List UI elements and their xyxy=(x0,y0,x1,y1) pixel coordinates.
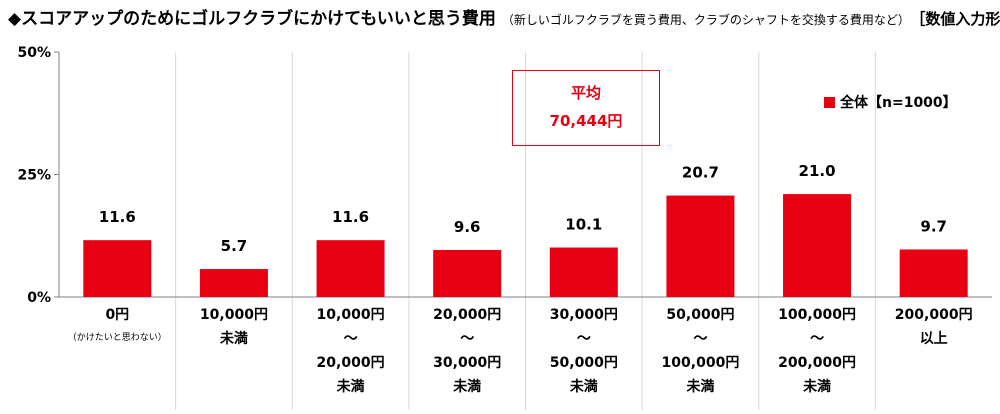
data-label: 20.7 xyxy=(682,164,719,182)
category-label: 以上 xyxy=(920,331,948,347)
chart-subtitle: （新しいゴルフクラブを買う費用、クラブのシャフトを交換する費用など） xyxy=(501,13,910,27)
category-label: 30,000円 xyxy=(550,307,618,323)
data-label: 9.7 xyxy=(920,217,947,235)
category-note: （かけたいと思わない） xyxy=(68,332,167,343)
category-label: 未満 xyxy=(337,378,365,395)
average-value: 70,444円 xyxy=(549,112,623,130)
chart-title: ◆スコアアップのためにゴルフクラブにかけてもいいと思う費用 （新しいゴルフクラブを… xyxy=(8,8,1000,31)
bar xyxy=(666,195,735,297)
data-label: 11.6 xyxy=(99,208,136,226)
average-label: 平均 xyxy=(570,84,601,102)
bar xyxy=(316,240,385,297)
category-label: ～ xyxy=(693,331,707,347)
input-format-label: ［数値入力形式］ xyxy=(917,10,1000,28)
category-label: 50,000円 xyxy=(550,355,618,371)
category-label: ～ xyxy=(460,331,474,347)
category-label: 20,000円 xyxy=(317,355,385,371)
data-label: 9.6 xyxy=(454,218,481,236)
data-label: 10.1 xyxy=(565,216,602,234)
chart-title-main: ◆スコアアップのためにゴルフクラブにかけてもいいと思う費用 xyxy=(8,9,496,29)
bar xyxy=(783,194,852,297)
category-label: 未満 xyxy=(803,378,831,395)
bar xyxy=(549,247,618,297)
category-label: 100,000円 xyxy=(662,355,740,371)
data-label: 5.7 xyxy=(221,237,248,255)
category-label: 100,000円 xyxy=(778,307,856,323)
category-label: 200,000円 xyxy=(895,307,973,323)
bar xyxy=(433,249,502,297)
average-box: 平均 70,444円 xyxy=(512,70,660,146)
category-label: 200,000円 xyxy=(778,355,856,371)
category-label: 未満 xyxy=(686,378,714,395)
bar xyxy=(899,249,968,297)
y-tick-label: 50% xyxy=(17,45,51,61)
category-label: 未満 xyxy=(570,378,598,395)
bar xyxy=(83,240,152,297)
category-label: 未満 xyxy=(220,330,248,347)
category-label: 未満 xyxy=(453,378,481,395)
data-label: 11.6 xyxy=(332,208,369,226)
legend-label: 全体【n=1000】 xyxy=(840,95,957,111)
category-label: 10,000円 xyxy=(317,307,385,323)
legend: 全体【n=1000】 xyxy=(824,92,957,112)
category-label: 20,000円 xyxy=(433,307,501,323)
category-label: 50,000円 xyxy=(666,307,734,323)
y-tick-label: 25% xyxy=(17,168,51,184)
legend-swatch xyxy=(824,96,835,108)
category-label: ～ xyxy=(344,331,358,347)
bar xyxy=(199,269,268,297)
category-label: ～ xyxy=(577,331,591,347)
y-tick-label: 0% xyxy=(27,290,51,306)
data-label: 21.0 xyxy=(799,162,836,180)
category-label: ～ xyxy=(810,331,824,347)
category-label: 0円 xyxy=(105,307,129,323)
category-label: 30,000円 xyxy=(433,355,501,371)
category-label: 10,000円 xyxy=(200,307,268,323)
